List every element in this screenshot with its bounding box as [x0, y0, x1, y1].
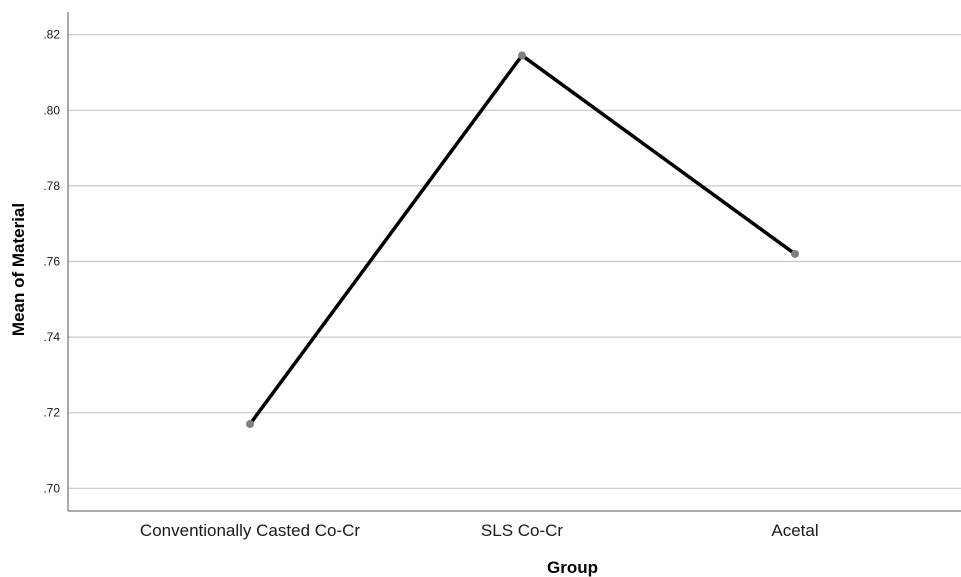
gridlines: [68, 34, 961, 489]
y-axis-title: Mean of Material: [9, 203, 28, 336]
x-category-label: Acetal: [771, 521, 818, 540]
x-category-labels: Conventionally Casted Co-Cr SLS Co-Cr Acet…: [140, 521, 819, 540]
y-tick-label: .74: [43, 330, 60, 344]
y-tick-label: .78: [43, 179, 60, 193]
data-point: [791, 249, 799, 258]
x-axis-title: Group: [547, 558, 598, 577]
y-tick-label: .72: [43, 406, 60, 420]
series: [246, 51, 799, 429]
y-tick-label: .80: [43, 103, 60, 117]
y-tick-label: .76: [43, 255, 60, 269]
data-point: [246, 420, 254, 429]
data-point: [518, 51, 526, 60]
axes: [67, 12, 961, 512]
x-category-label: Conventionally Casted Co-Cr: [140, 521, 360, 540]
y-tick-label: .82: [43, 28, 60, 42]
x-category-label: SLS Co-Cr: [481, 521, 564, 540]
y-tick-label: .70: [43, 481, 60, 495]
y-tick-labels: .70 .72 .74 .76 .78 .80 .82: [43, 28, 60, 496]
